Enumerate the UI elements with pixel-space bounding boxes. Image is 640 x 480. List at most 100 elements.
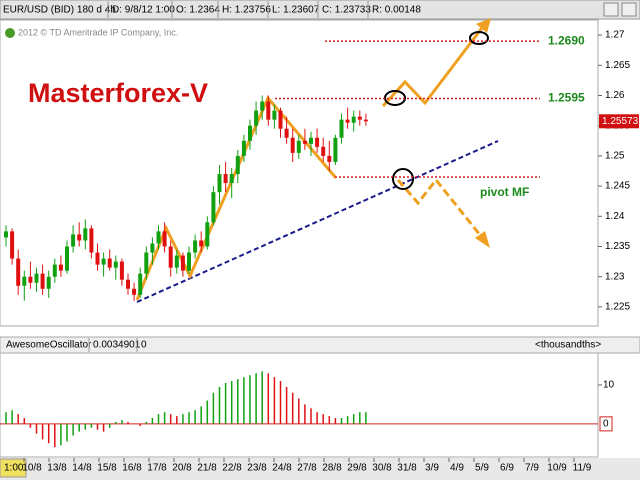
- time-label: 1:00: [4, 463, 24, 474]
- candle-body: [363, 119, 368, 122]
- zero-box: [599, 416, 613, 432]
- level-label: pivot MF: [480, 185, 529, 199]
- y-tick-label: 1.235: [605, 241, 630, 252]
- candle-body: [321, 146, 326, 156]
- candle-body: [168, 246, 173, 268]
- info-icon: [5, 28, 15, 38]
- candle-body: [150, 243, 155, 253]
- candle-body: [266, 101, 271, 120]
- candle-body: [162, 231, 167, 247]
- candle-body: [339, 119, 344, 138]
- candle-body: [138, 273, 143, 295]
- y-tick-label: 1.23: [605, 271, 625, 282]
- candle-body: [345, 119, 350, 123]
- candle-body: [34, 273, 39, 283]
- candle-body: [211, 192, 216, 223]
- candle-body: [235, 155, 240, 175]
- zigzag: [135, 95, 338, 301]
- candle-body: [333, 137, 338, 162]
- header-field: O: 1.2364: [176, 5, 220, 16]
- candle-body: [126, 279, 130, 289]
- header-bar: [0, 0, 640, 20]
- candle-body: [290, 137, 295, 153]
- x-tick-label: 5/9: [475, 463, 489, 474]
- candle-body: [107, 258, 112, 268]
- x-tick-label: 21/8: [197, 463, 217, 474]
- x-tick-label: 22/8: [222, 463, 242, 474]
- header-field: L: 1.23607: [272, 5, 320, 16]
- candle-body: [357, 116, 362, 120]
- y-tick-label: 1.225: [605, 302, 630, 313]
- x-tick-label: 31/8: [397, 463, 417, 474]
- candle-body: [77, 234, 82, 241]
- candle-body: [248, 125, 252, 141]
- y-tick-label: 1.265: [605, 60, 630, 71]
- candle-body: [296, 140, 301, 153]
- projection-up: [381, 23, 487, 108]
- candle-body: [4, 231, 8, 238]
- copyright: 2012 © TD Ameritrade IP Company, Inc.: [18, 27, 178, 37]
- x-tick-label: 29/8: [347, 463, 367, 474]
- marker: [392, 168, 414, 190]
- x-tick-label: 14/8: [72, 463, 92, 474]
- x-tick-label: 6/9: [500, 463, 514, 474]
- x-tick-label: 10/8: [22, 463, 42, 474]
- osc-field: 0: [141, 340, 147, 351]
- candle-body: [223, 174, 228, 184]
- icon: [621, 2, 637, 17]
- candle-body: [65, 246, 69, 271]
- candle-body: [180, 255, 185, 271]
- candle-body: [272, 110, 277, 120]
- x-tick-label: 13/8: [47, 463, 67, 474]
- projection-down: [396, 177, 486, 241]
- price-panel: [0, 19, 599, 327]
- candle-body: [284, 128, 289, 138]
- candle-body: [302, 140, 307, 144]
- x-tick-label: 30/8: [372, 463, 392, 474]
- arrow-head: [475, 231, 490, 248]
- candle-body: [174, 255, 179, 268]
- candle-body: [156, 231, 161, 244]
- y-tick-label: 1.245: [605, 181, 630, 192]
- header-field: R: 0.00148: [372, 5, 421, 16]
- candle-body: [83, 228, 88, 241]
- marker: [469, 31, 489, 45]
- header-field: C: 1.23733: [322, 5, 371, 16]
- y-tick-label: 1.27: [605, 30, 625, 41]
- chart-title: Masterforex-V: [28, 78, 208, 108]
- candle-body: [309, 137, 313, 144]
- x-tick-label: 3/9: [425, 463, 439, 474]
- x-tick-label: 4/9: [450, 463, 464, 474]
- x-tick-label: 28/8: [322, 463, 342, 474]
- x-tick-label: 23/8: [247, 463, 267, 474]
- osc-name: AwesomeOscillator: [6, 340, 92, 351]
- candle-body: [113, 261, 118, 268]
- candle-body: [101, 258, 106, 265]
- x-tick-label: 20/8: [172, 463, 192, 474]
- candle-body: [229, 174, 234, 184]
- candle-body: [119, 261, 124, 280]
- x-tick-label: 11/9: [573, 463, 592, 474]
- y-tick-label: 1.24: [605, 211, 625, 222]
- osc-tick-label: 10: [603, 380, 615, 391]
- candle-body: [205, 222, 210, 247]
- x-tick-label: 16/8: [122, 463, 142, 474]
- osc-tick-label: 0: [603, 419, 609, 430]
- candle-body: [144, 252, 149, 274]
- time-box: [0, 458, 27, 478]
- x-tick-label: 7/9: [525, 463, 539, 474]
- x-tick-label: 15/8: [97, 463, 117, 474]
- candle-body: [89, 228, 94, 253]
- candle-body: [132, 288, 137, 295]
- x-tick-label: 17/8: [147, 463, 167, 474]
- candle-body: [46, 276, 51, 289]
- candle-body: [28, 276, 33, 283]
- y-tick-label: 1.26: [605, 90, 625, 101]
- candle-body: [40, 273, 45, 289]
- candle-body: [254, 110, 259, 126]
- header-field: EUR/USD (BID) 180 d 4h: [3, 5, 116, 16]
- arrow-head: [476, 18, 491, 33]
- time-axis: [0, 458, 640, 480]
- level-label: 1.2595: [548, 91, 585, 105]
